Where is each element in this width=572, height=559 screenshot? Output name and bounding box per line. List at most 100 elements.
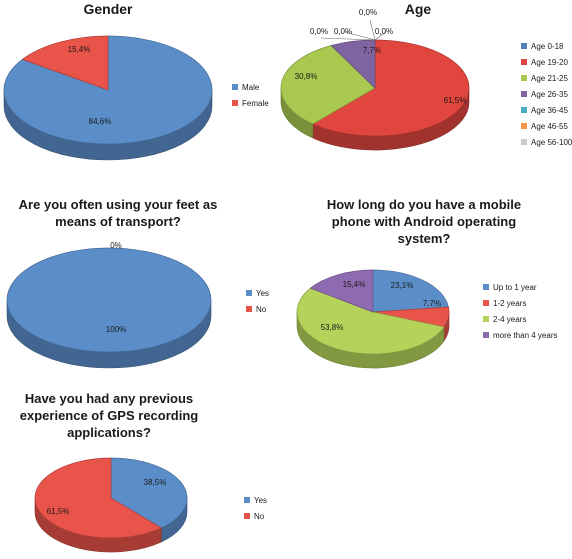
data-label-yes: 38,5% [144, 478, 167, 487]
data-label-more-than-4-years: 15,4% [343, 280, 366, 289]
legend-label-1-2-years: 1-2 years [493, 299, 526, 308]
legend: Yes No [246, 289, 269, 314]
chart-title: Gender [83, 1, 133, 17]
age-chart: 0,0% 61,5% 30,8% 7,7% 0,0% 0,0% 0,0% Age Age 0-1… [280, 1, 572, 151]
legend-swatch-age-26-35 [521, 91, 527, 97]
legend-label-age-21-25: Age 21-25 [531, 74, 568, 83]
pie-slice-age-19-20 [312, 39, 470, 137]
legend-swatch-age-0-18 [521, 43, 527, 49]
legend-label-yes: Yes [254, 496, 267, 505]
legend-swatch-no [244, 513, 250, 519]
legend-swatch-yes [244, 497, 250, 503]
legend-label-2-4-years: 2-4 years [493, 315, 526, 324]
data-labels: 23,1% 7,7% 53,8% 15,4% [321, 280, 441, 332]
pie-slice-more-than-4-years [309, 269, 374, 313]
legend-label-no: No [256, 305, 267, 314]
legend-label-no: No [254, 512, 265, 521]
data-label-age-36-45: 0,0% [310, 27, 328, 36]
legend-swatch-age-19-20 [521, 59, 527, 65]
pie-slices [6, 247, 212, 353]
chart-title-line: Gender [83, 1, 133, 17]
chart-title-line: Are you often using your feet as [19, 197, 218, 212]
pie-slices [296, 269, 450, 355]
pie-slice-2-4-years [296, 287, 445, 355]
feet-transport-chart: 100% 0% Are you often using your feet as me… [6, 197, 269, 369]
legend-swatch-age-21-25 [521, 75, 527, 81]
legend-label-male: Male [242, 83, 260, 92]
leader-line [369, 19, 376, 41]
leader-line [374, 31, 387, 41]
data-label-female: 15,4% [68, 45, 91, 54]
pie-slices [3, 35, 213, 145]
legend-label-age-56-100: Age 56-100 [531, 138, 572, 147]
data-labels: 38,5% 61,5% [47, 478, 167, 516]
pie-slice-age-21-25 [280, 45, 376, 125]
legend-swatch-age-56-100 [521, 139, 527, 145]
legend-label-age-36-45: Age 36-45 [531, 106, 568, 115]
android-phone-chart: 23,1% 7,7% 53,8% 15,4% How long do you have … [296, 197, 557, 369]
legend: Male Female [232, 83, 269, 108]
chart-title-line: Have you had any previous [25, 391, 193, 406]
legend-label-yes: Yes [256, 289, 269, 298]
legend-label-age-26-35: Age 26-35 [531, 90, 568, 99]
leader-line [344, 31, 376, 41]
pie-slices [34, 457, 188, 539]
data-label-no: 0% [110, 241, 122, 250]
chart-title-line: Age [405, 1, 432, 17]
data-label-2-4-years: 53,8% [321, 323, 344, 332]
data-labels: 100% 0% [106, 241, 126, 334]
data-labels: 0,0% 61,5% 30,8% 7,7% 0,0% 0,0% 0,0% [295, 8, 467, 105]
chart-title: How long do you have a mobile phone with … [327, 197, 521, 246]
legend: Yes No [244, 496, 267, 521]
pie-slice-female [21, 35, 109, 91]
chart-title-line: experience of GPS recording [20, 408, 199, 423]
label-leader-lines [320, 19, 387, 41]
pie-slice-yes [6, 247, 212, 353]
legend-swatch-no [246, 306, 252, 312]
pie-slice-no [34, 457, 163, 539]
legend-swatch-yes [246, 290, 252, 296]
legend-label-age-0-18: Age 0-18 [531, 42, 564, 51]
legend-label-more-than-4-years: more than 4 years [493, 331, 557, 340]
legend-label-female: Female [242, 99, 269, 108]
data-label-age-19-20: 61,5% [444, 96, 467, 105]
chart-title-line: phone with Android operating [332, 214, 516, 229]
chart-title: Are you often using your feet as means of… [19, 197, 218, 229]
data-label-male: 84,6% [89, 117, 112, 126]
legend: Up to 1 year 1-2 years 2-4 years more than … [483, 283, 557, 340]
data-label-age-56-100: 0,0% [375, 27, 393, 36]
gender-chart: 84,6% 15,4% Gender Male Female [3, 1, 269, 161]
legend: Age 0-18 Age 19-20 Age 21-25 Age 26-35 Age 3… [521, 42, 572, 147]
data-label-up-to-1-year: 23,1% [391, 281, 414, 290]
chart-title-line: system? [398, 231, 451, 246]
legend-swatch-more-than-4-years [483, 332, 489, 338]
chart-title-line: applications? [67, 425, 151, 440]
chart-title: Have you had any previous experience of G… [20, 391, 199, 440]
data-label-age-0-18: 0,0% [334, 27, 352, 36]
pie-slices [280, 39, 470, 137]
data-label-age-21-25: 30,8% [295, 72, 318, 81]
leader-line [320, 37, 376, 41]
legend-swatch-female [232, 100, 238, 106]
chart-title: Age [405, 1, 432, 17]
data-label-yes: 100% [106, 325, 126, 334]
legend-swatch-age-36-45 [521, 107, 527, 113]
data-label-age-46-55: 0,0% [359, 8, 377, 17]
chart-title-line: How long do you have a mobile [327, 197, 521, 212]
data-label-age-26-35: 7,7% [363, 46, 381, 55]
chart-title-line: means of transport? [55, 214, 181, 229]
legend-label-age-19-20: Age 19-20 [531, 58, 568, 67]
legend-swatch-age-46-55 [521, 123, 527, 129]
legend-swatch-1-2-years [483, 300, 489, 306]
pie-slice-up-to-1-year [372, 269, 449, 313]
data-labels: 84,6% 15,4% [68, 45, 112, 126]
legend-label-age-46-55: Age 46-55 [531, 122, 568, 131]
legend-swatch-up-to-1-year [483, 284, 489, 290]
data-label-1-2-years: 7,7% [423, 299, 441, 308]
legend-label-up-to-1-year: Up to 1 year [493, 283, 537, 292]
legend-swatch-2-4-years [483, 316, 489, 322]
data-label-no: 61,5% [47, 507, 70, 516]
pie-slice-yes [110, 457, 188, 529]
gps-experience-chart: 38,5% 61,5% Have you had any previous exper… [20, 391, 267, 553]
